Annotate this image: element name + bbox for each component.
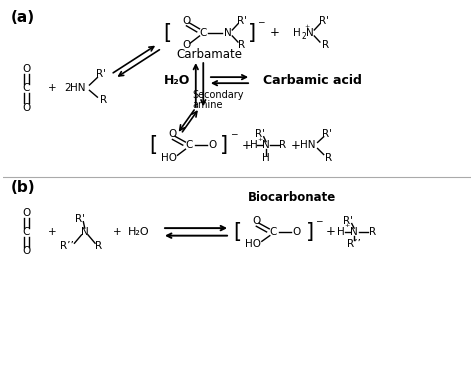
Text: [: [ [150, 136, 158, 155]
Text: +: + [345, 223, 350, 228]
Text: R: R [369, 227, 376, 237]
Text: O: O [22, 246, 30, 256]
Text: [: [ [164, 23, 172, 43]
Text: 2: 2 [64, 83, 71, 93]
Text: O: O [292, 227, 301, 237]
Text: O: O [253, 216, 261, 226]
Text: R': R' [322, 129, 332, 139]
Text: Carbamate: Carbamate [176, 48, 242, 61]
Text: C: C [22, 227, 30, 237]
Text: −: − [257, 17, 264, 26]
Text: H: H [337, 227, 345, 237]
Text: +: + [305, 24, 310, 29]
Text: O: O [22, 103, 30, 113]
Text: R': R' [255, 129, 265, 139]
Text: HO: HO [161, 152, 177, 162]
Text: amine: amine [192, 100, 223, 110]
Text: H: H [249, 141, 257, 151]
Text: (b): (b) [11, 180, 36, 195]
Text: H₂O: H₂O [164, 74, 190, 87]
Text: C: C [199, 28, 207, 38]
Text: N: N [224, 28, 231, 38]
Text: +: + [270, 26, 279, 39]
Text: ]: ] [306, 222, 314, 242]
Text: N: N [306, 28, 313, 38]
Text: R: R [325, 152, 332, 162]
Text: HN: HN [301, 141, 316, 151]
Text: R: R [100, 95, 107, 105]
Text: (a): (a) [11, 10, 36, 25]
Text: O: O [22, 64, 30, 74]
Text: ]: ] [220, 136, 228, 155]
Text: Secondary: Secondary [192, 90, 244, 100]
Text: HO: HO [246, 239, 261, 249]
Text: R': R' [75, 214, 85, 224]
Text: [: [ [233, 222, 241, 242]
Text: O: O [22, 208, 30, 218]
Text: O: O [182, 16, 191, 26]
Text: +: + [113, 227, 122, 237]
Text: N: N [350, 227, 358, 237]
Text: −: − [315, 216, 323, 226]
Text: H₂O: H₂O [128, 227, 149, 237]
Text: R': R' [344, 216, 354, 226]
Text: Biocarbonate: Biocarbonate [248, 191, 337, 204]
Text: R’’: R’’ [347, 239, 361, 249]
Text: O: O [182, 40, 191, 50]
Text: R': R' [237, 16, 246, 26]
Text: +: + [291, 139, 301, 152]
Text: H: H [262, 152, 270, 162]
Text: ]: ] [248, 23, 256, 43]
Text: H: H [293, 28, 301, 38]
Text: R': R' [96, 69, 106, 80]
Text: R: R [95, 241, 102, 251]
Text: C: C [269, 227, 277, 237]
Text: R’’: R’’ [61, 241, 74, 251]
Text: C: C [185, 141, 193, 151]
Text: R': R' [319, 16, 328, 26]
Text: +: + [241, 139, 251, 152]
Text: N: N [262, 141, 270, 151]
Text: HN: HN [70, 83, 85, 93]
Text: +: + [48, 83, 56, 93]
Text: R: R [238, 40, 245, 50]
Text: 2: 2 [301, 32, 306, 41]
Text: R: R [279, 141, 286, 151]
Text: O: O [208, 141, 216, 151]
Text: R: R [321, 40, 328, 50]
Text: O: O [168, 129, 176, 139]
Text: C: C [22, 83, 30, 93]
Text: +: + [48, 227, 56, 237]
Text: N: N [81, 227, 89, 237]
Text: −: − [230, 129, 237, 139]
Text: +: + [258, 137, 263, 142]
Text: Carbamic acid: Carbamic acid [263, 74, 361, 87]
Text: +: + [326, 225, 336, 238]
